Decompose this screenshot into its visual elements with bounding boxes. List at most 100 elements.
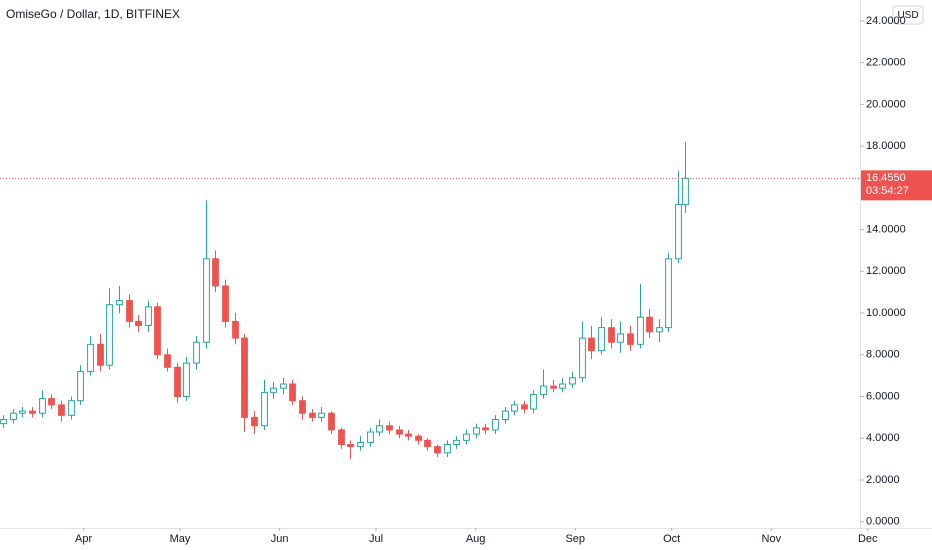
candle-body — [367, 431, 374, 443]
y-tick-label: 14.0000 — [866, 223, 906, 235]
x-tick-label: Aug — [466, 533, 486, 545]
candle-body — [637, 316, 644, 345]
candle-body — [617, 333, 624, 343]
candle-body — [682, 177, 689, 206]
candle-body — [193, 341, 200, 364]
candle-body — [212, 258, 219, 287]
candle-body — [357, 441, 364, 448]
x-tick-label: Dec — [858, 533, 878, 545]
candle-body — [405, 433, 412, 437]
candle-body — [280, 383, 287, 389]
y-tick-label: 4.0000 — [866, 432, 900, 444]
candle-body — [48, 398, 55, 406]
candle-body — [598, 327, 605, 352]
candle-body — [145, 306, 152, 327]
candle-body — [289, 383, 296, 402]
candle-body — [68, 400, 75, 416]
candle-body — [135, 320, 142, 327]
x-tick-label: Nov — [762, 533, 782, 545]
candle-body — [309, 412, 316, 418]
candle-body — [251, 416, 258, 427]
candle-body — [154, 306, 161, 356]
y-tick-label: 12.0000 — [866, 265, 906, 277]
candle-body — [19, 410, 26, 414]
candle-body — [627, 333, 634, 345]
y-tick-label: 24.0000 — [866, 15, 906, 27]
candle-body — [386, 425, 393, 431]
x-tick-label: Jul — [369, 533, 383, 545]
candle-body — [569, 377, 576, 385]
candle-body — [424, 439, 431, 448]
candle-body — [106, 304, 113, 366]
last-price-label: 16.4550 — [866, 172, 906, 184]
candle-body — [608, 327, 615, 343]
y-tick-label: 20.0000 — [866, 98, 906, 110]
x-tick-label: Apr — [75, 533, 92, 545]
candle-body — [502, 410, 509, 420]
candle-body — [675, 204, 682, 260]
plot — [0, 141, 689, 460]
candle-body — [376, 425, 383, 433]
candle-body — [396, 429, 403, 435]
candle-body — [328, 412, 335, 431]
candle-body — [521, 404, 528, 410]
currency-label[interactable]: USD — [897, 10, 918, 21]
candle-body — [530, 393, 537, 410]
candle-body — [116, 300, 123, 306]
candle-body — [0, 418, 7, 425]
candle-body — [97, 343, 104, 366]
candle-body — [434, 446, 441, 454]
candle-body — [338, 429, 345, 446]
candle-body — [164, 354, 171, 368]
candle-body — [10, 412, 17, 420]
x-tick-label: May — [170, 533, 191, 545]
countdown-label: 03:54:27 — [866, 185, 909, 197]
candle-body — [203, 258, 210, 343]
candle-body — [261, 391, 268, 427]
candle-body — [241, 337, 248, 418]
x-tick-label: Sep — [565, 533, 585, 545]
candle-body — [482, 427, 489, 431]
candle-body — [222, 285, 229, 322]
y-tick-label: 8.0000 — [866, 349, 900, 361]
candle-body — [453, 439, 460, 446]
candle-body — [463, 433, 470, 441]
x-tick-label: Oct — [663, 533, 680, 545]
candle-body — [540, 385, 547, 395]
last-price-box — [861, 170, 932, 201]
candle-body — [270, 387, 277, 393]
y-tick-label: 2.0000 — [866, 474, 900, 486]
candle-body — [299, 400, 306, 414]
candle-body — [232, 320, 239, 339]
candle-body — [588, 337, 595, 352]
candle-body — [444, 444, 451, 454]
candle-body — [39, 398, 46, 414]
candle-body — [656, 327, 663, 333]
candle-body — [550, 385, 557, 389]
candle-body — [473, 427, 480, 435]
candle-body — [646, 316, 653, 333]
y-tick-label: 22.0000 — [866, 57, 906, 69]
candle-body — [347, 444, 354, 448]
candle-body — [318, 412, 325, 418]
candle-body — [415, 435, 422, 441]
chart-title: OmiseGo / Dollar, 1D, BITFINEX — [6, 7, 180, 21]
candle-body — [174, 366, 181, 398]
candle-body — [29, 410, 36, 414]
x-tick-label: Jun — [271, 533, 289, 545]
y-tick-label: 10.0000 — [866, 307, 906, 319]
candle-body — [665, 258, 672, 329]
candle-body — [58, 404, 65, 416]
y-tick-label: 18.0000 — [866, 140, 906, 152]
candle-body — [183, 362, 190, 398]
candle-body — [492, 418, 499, 431]
candle-body — [559, 383, 566, 389]
candle-body — [126, 300, 133, 322]
currency-button[interactable] — [892, 5, 924, 25]
y-tick-label: 0.0000 — [866, 516, 900, 528]
candle-body — [87, 343, 94, 372]
y-tick-label: 6.0000 — [866, 390, 900, 402]
candle-body — [579, 337, 586, 379]
